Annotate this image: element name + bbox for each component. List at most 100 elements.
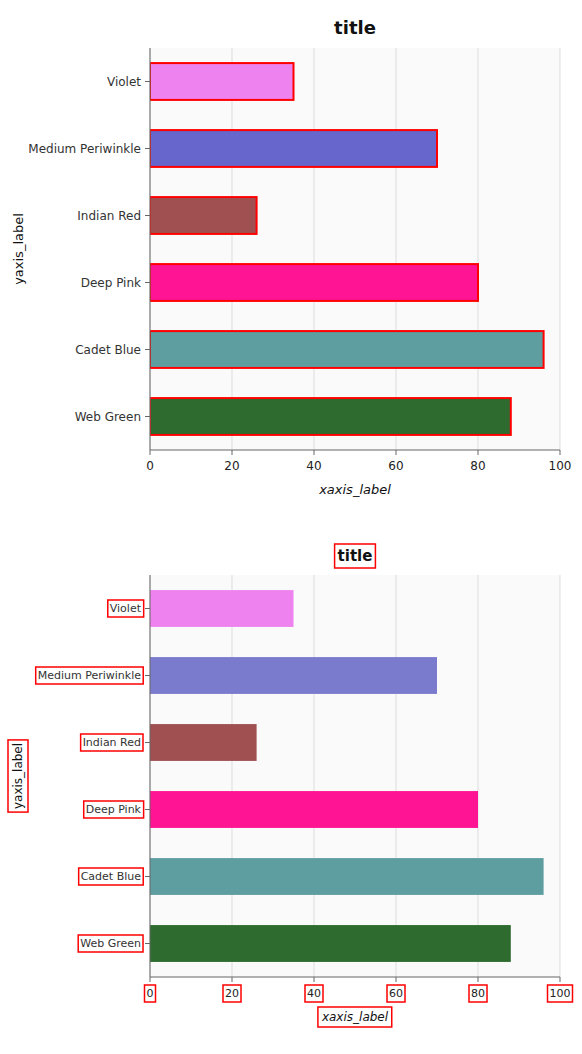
text-box bbox=[305, 985, 323, 1002]
text-box bbox=[223, 985, 241, 1002]
x-tick bbox=[478, 977, 479, 982]
x-tick bbox=[478, 450, 479, 455]
y-axis-line bbox=[150, 48, 151, 450]
text-box bbox=[8, 740, 28, 812]
x-tick bbox=[232, 977, 233, 982]
x-tick bbox=[314, 450, 315, 455]
x-axis-label: xaxis_label bbox=[321, 1010, 389, 1024]
bar bbox=[150, 197, 257, 234]
y-axis-label: yaxis_label bbox=[11, 213, 26, 285]
y-tick bbox=[145, 876, 150, 877]
y-tick bbox=[145, 675, 150, 676]
text-box bbox=[81, 734, 143, 751]
y-axis-line bbox=[150, 575, 151, 977]
x-tick-label: 40 bbox=[307, 987, 321, 1000]
y-tick bbox=[145, 81, 150, 82]
x-tick bbox=[396, 450, 397, 455]
x-tick bbox=[560, 977, 561, 982]
y-tick-label: Web Green bbox=[80, 937, 141, 950]
text-box bbox=[335, 544, 376, 568]
figure: 0 20 40 60 80 100 Web Green Cadet Blue Deep Pink… bbox=[0, 0, 582, 1054]
text-box bbox=[145, 985, 156, 1002]
bar bbox=[150, 331, 544, 368]
text-box bbox=[318, 1007, 392, 1027]
y-tick-label: Violet bbox=[110, 602, 142, 615]
x-tick-label: 100 bbox=[550, 987, 571, 1000]
x-axis-line bbox=[150, 977, 560, 978]
grid-line bbox=[314, 575, 315, 977]
chart: 0 20 40 60 80 100 Web Green Cadet Blue Deep Pink… bbox=[11, 547, 571, 1024]
plot-area bbox=[150, 48, 560, 450]
y-tick bbox=[145, 943, 150, 944]
y-tick-label: Medium Periwinkle bbox=[28, 142, 141, 156]
text-box bbox=[36, 667, 144, 684]
grid-line bbox=[560, 575, 561, 977]
x-tick-label: 80 bbox=[470, 459, 485, 473]
x-axis-label: xaxis_label bbox=[318, 482, 391, 497]
grid-line bbox=[314, 48, 315, 450]
y-tick bbox=[145, 809, 150, 810]
y-tick bbox=[145, 148, 150, 149]
grid-line bbox=[396, 575, 397, 977]
y-tick-label: Violet bbox=[107, 75, 141, 89]
y-tick-label: Medium Periwinkle bbox=[38, 669, 142, 682]
bar bbox=[150, 858, 544, 895]
y-tick-label: Cadet Blue bbox=[75, 343, 141, 357]
grid-line bbox=[478, 48, 479, 450]
y-tick bbox=[145, 608, 150, 609]
text-box bbox=[84, 801, 144, 818]
chart: 020406080100Web GreenCadet BlueDeep Pink… bbox=[11, 17, 572, 497]
bar bbox=[150, 398, 511, 435]
grid-line bbox=[150, 48, 151, 450]
grid-line bbox=[560, 48, 561, 450]
bars bbox=[150, 63, 544, 435]
text-box bbox=[469, 985, 487, 1002]
y-tick-label: Indian Red bbox=[83, 736, 141, 749]
grid-line bbox=[232, 48, 233, 450]
bar bbox=[150, 791, 478, 828]
bar bbox=[150, 724, 257, 761]
x-tick-label: 80 bbox=[471, 987, 485, 1000]
y-tick-label: Deep Pink bbox=[81, 276, 141, 290]
bar bbox=[150, 130, 437, 167]
x-tick-label: 0 bbox=[146, 459, 154, 473]
x-axis-line bbox=[150, 450, 560, 451]
y-tick-label: Web Green bbox=[75, 410, 141, 424]
plot-area bbox=[150, 575, 560, 977]
y-tick bbox=[145, 215, 150, 216]
text-box bbox=[387, 985, 405, 1002]
x-tick-label: 20 bbox=[225, 987, 239, 1000]
y-tick bbox=[145, 416, 150, 417]
x-tick bbox=[150, 450, 151, 455]
x-tick bbox=[232, 450, 233, 455]
bar bbox=[150, 264, 478, 301]
y-axis-label: yaxis_label bbox=[11, 743, 25, 809]
bars bbox=[150, 590, 544, 962]
y-tick bbox=[145, 282, 150, 283]
x-tick-label: 20 bbox=[224, 459, 239, 473]
grid-line bbox=[396, 48, 397, 450]
y-tick-label: Deep Pink bbox=[86, 803, 142, 816]
x-tick-label: 60 bbox=[389, 987, 403, 1000]
text-box bbox=[78, 935, 143, 952]
bar bbox=[150, 657, 437, 694]
grid-line bbox=[150, 575, 151, 977]
x-tick-label: 100 bbox=[549, 459, 572, 473]
y-tick bbox=[145, 349, 150, 350]
y-tick bbox=[145, 742, 150, 743]
x-tick bbox=[150, 977, 151, 982]
y-tick-label: Cadet Blue bbox=[81, 870, 142, 883]
bar bbox=[150, 590, 294, 627]
title: title bbox=[334, 17, 376, 38]
x-tick-label: 60 bbox=[388, 459, 403, 473]
x-tick bbox=[314, 977, 315, 982]
text-box bbox=[108, 600, 144, 617]
grid-line bbox=[232, 575, 233, 977]
x-tick bbox=[560, 450, 561, 455]
y-tick-label: Indian Red bbox=[77, 209, 141, 223]
bar bbox=[150, 63, 294, 100]
x-tick-label: 0 bbox=[147, 987, 154, 1000]
text-box bbox=[548, 985, 573, 1002]
grid-line bbox=[478, 575, 479, 977]
text-box bbox=[79, 868, 144, 885]
